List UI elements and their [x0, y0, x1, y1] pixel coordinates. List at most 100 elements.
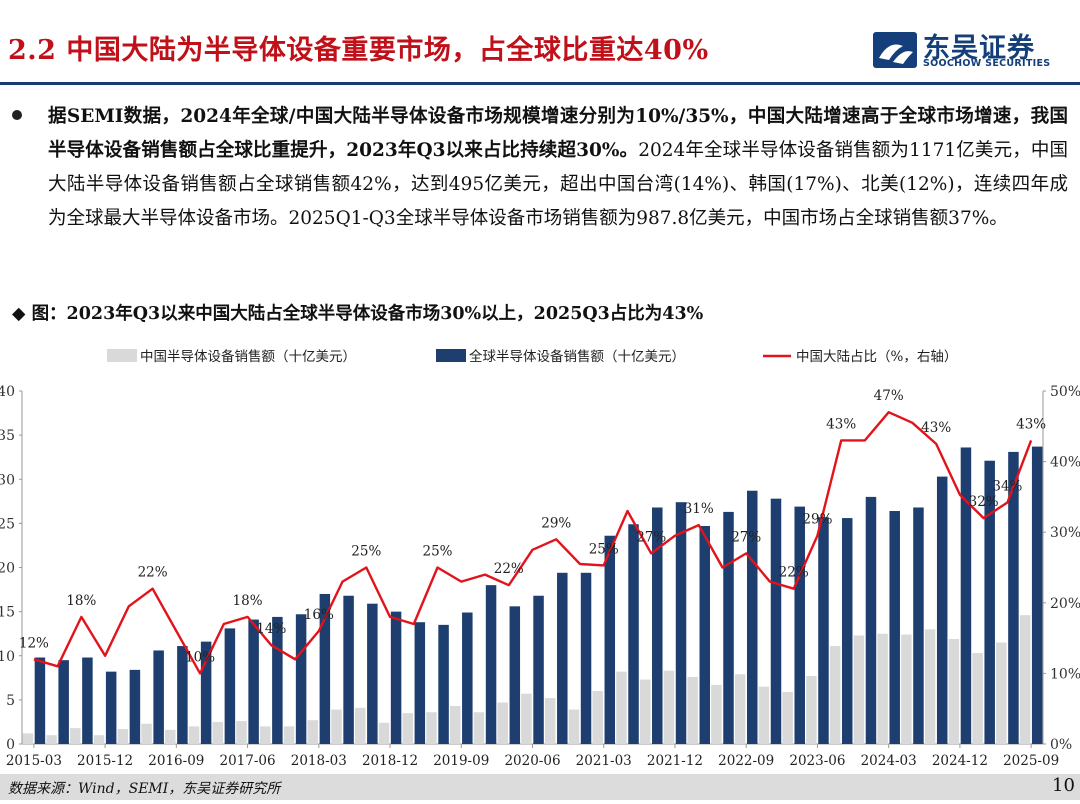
global-sales-bar [652, 507, 663, 744]
china-sales-bar [758, 686, 770, 744]
global-sales-bar [675, 502, 687, 744]
china-sales-bar [22, 733, 34, 744]
share-data-label: 43% [921, 420, 951, 436]
global-sales-bar [533, 595, 544, 744]
global-sales-bar [295, 614, 307, 744]
y-left-tick-label: 0 [6, 737, 15, 753]
global-sales-bar [224, 628, 236, 744]
china-sales-bar [70, 728, 81, 744]
china-sales-bar [544, 698, 556, 744]
x-tick-label: 2018-03 [291, 753, 347, 769]
china-sales-bar [354, 707, 366, 744]
share-data-label: 18% [66, 593, 96, 609]
share-data-label: 27% [731, 529, 761, 545]
china-sales-bar [829, 646, 841, 744]
share-data-label: 22% [494, 561, 524, 577]
logo-cn-text: 东吴证券 [923, 33, 1035, 64]
chart-bars [22, 446, 1043, 744]
y-right-tick-label: 40% [1050, 455, 1080, 471]
share-data-label: 43% [826, 416, 856, 432]
x-tick-label: 2016-09 [148, 753, 204, 769]
china-share-line [33, 410, 1033, 675]
global-sales-bar [794, 506, 805, 744]
china-sales-bar [806, 676, 817, 744]
global-sales-bar [746, 490, 758, 744]
y-right-tick-label: 30% [1050, 525, 1080, 541]
china-sales-bar [497, 702, 508, 744]
global-sales-bar [319, 593, 331, 744]
global-sales-bar [557, 572, 568, 744]
china-sales-bar [378, 722, 390, 744]
share-data-label: 25% [423, 544, 453, 560]
page-title: 2.2 中国大陆为半导体设备重要市场，占全球比重达40% [8, 35, 709, 66]
share-data-label: 22% [779, 565, 809, 581]
china-sales-bar [283, 726, 295, 744]
global-sales-bar [34, 657, 46, 744]
legend-label: 全球半导体设备销售额（十亿美元） [469, 348, 685, 365]
y-left-tick-label: 25 [0, 516, 15, 532]
china-sales-bar [687, 676, 698, 744]
summary-normal-text: 2024年全球半导体设备销售额为1171亿美元，中国大陆半导体设备销售额占全球销… [48, 140, 1068, 229]
china-sales-bar [996, 642, 1007, 744]
china-sales-bar [568, 709, 580, 744]
logo-en-text: SOOCHOW SECURITIES [923, 58, 1051, 69]
y-left-tick-label: 35 [0, 428, 15, 444]
global-sales-bar [105, 671, 117, 744]
y-right-tick-label: 50% [1050, 384, 1080, 400]
global-sales-bar [818, 517, 829, 744]
china-sales-bar [901, 634, 912, 744]
x-tick-label: 2024-12 [932, 753, 988, 769]
china-sales-bar [663, 670, 675, 744]
global-sales-bar [414, 622, 426, 744]
x-tick-label: 2021-12 [647, 753, 703, 769]
china-sales-bar [877, 633, 888, 744]
chart-legend: 中国半导体设备销售额（十亿美元） 全球半导体设备销售额（十亿美元） 中国大陆占比（%… [107, 348, 957, 365]
global-sales-bar [153, 650, 164, 744]
x-tick-label: 2015-12 [77, 753, 133, 769]
global-sales-bar [462, 612, 473, 744]
y-left-tick-label: 40 [0, 384, 15, 400]
header-divider [0, 82, 1080, 85]
share-data-label: 25% [589, 541, 619, 557]
x-tick-label: 2015-03 [6, 753, 62, 769]
china-sales-bar [853, 635, 865, 744]
chart-data-labels: 12% 18% 22% 10% 18% 14% 16% 25% 25% 22% 29% 25% 27% 3… [19, 388, 1046, 665]
china-sales-bar [782, 691, 793, 744]
china-sales-bar [46, 735, 57, 744]
global-sales-bar [580, 572, 592, 744]
global-sales-bar [129, 669, 141, 744]
global-sales-bar [272, 616, 283, 744]
bullet-dot-icon [12, 110, 22, 120]
y-left-tick-label: 15 [0, 605, 15, 621]
share-data-label: 22% [138, 565, 168, 581]
global-sales-bar [984, 460, 995, 744]
x-tick-label: 2018-12 [362, 753, 418, 769]
y-right-tick-label: 10% [1050, 666, 1080, 682]
share-data-label: 31% [684, 501, 714, 517]
global-sales-bar [1031, 446, 1043, 744]
x-tick-label: 2022-09 [718, 753, 774, 769]
china-sales-bar [639, 679, 651, 744]
global-sales-bar [200, 641, 212, 744]
share-data-label: 47% [874, 388, 904, 404]
china-sales-bar [1019, 615, 1031, 744]
x-tick-label: 2021-03 [576, 753, 632, 769]
china-sales-bar [972, 653, 983, 744]
legend-swatch [436, 349, 466, 362]
global-sales-bar [936, 476, 948, 744]
share-data-label: 32% [969, 494, 999, 510]
china-sales-bar [521, 693, 532, 744]
global-sales-bar [770, 498, 782, 744]
brand-logo: 东吴证券 SOOCHOW SECURITIES [873, 28, 1053, 74]
china-sales-bar [924, 629, 936, 744]
x-tick-label: 2019-09 [433, 753, 489, 769]
share-data-label: 29% [541, 515, 571, 531]
global-sales-bar [367, 603, 378, 744]
share-data-label: 34% [992, 479, 1022, 495]
china-sales-bar [473, 712, 485, 744]
global-sales-bar [699, 526, 711, 744]
x-tick-label: 2024-03 [861, 753, 917, 769]
y-right-tick-label: 0% [1050, 737, 1072, 753]
global-sales-bar [628, 524, 639, 744]
global-sales-bar [913, 507, 924, 744]
